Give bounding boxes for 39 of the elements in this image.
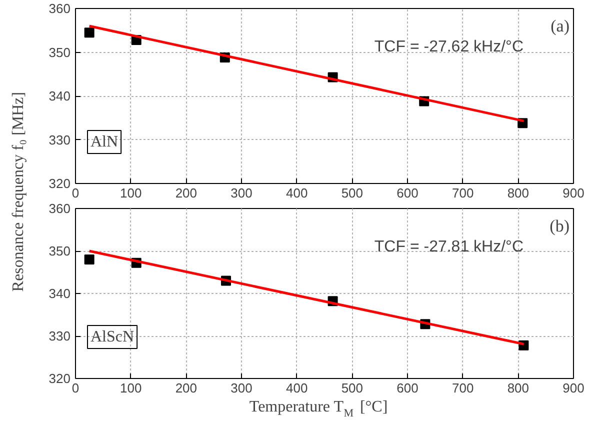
y-axis-title: Resonance frequency f₀ [MHz] [10,92,27,292]
x-tick-label: 800 [507,380,530,396]
x-tick-label: 100 [120,380,142,396]
x-tick-label: 600 [396,380,418,396]
x-tick-label: 800 [507,186,530,200]
annotation: (a) [550,16,570,36]
x-tick-label: 100 [120,186,142,200]
x-tick-label: 300 [230,186,252,200]
annotation: TCF = -27.81 kHz/°C [374,238,524,256]
y-tick-label: 320 [48,176,71,191]
y-tick-label: 320 [48,371,71,386]
annotation: (b) [550,216,570,236]
annotation: AlScN [90,328,134,346]
point [84,254,94,264]
x-tick-label: 600 [396,186,418,200]
y-tick-label: 330 [48,328,71,344]
x-tick-label: 900 [562,380,584,396]
x-tick-label: 400 [286,380,308,396]
x-tick-label: 200 [175,380,198,396]
x-tick-label: 300 [230,380,252,396]
y-tick-label: 360 [48,1,71,16]
x-tick-label: 500 [341,380,364,396]
x-tick-label: 0 [72,186,80,200]
x-tick-label: 700 [452,186,474,200]
y-tick-label: 340 [48,286,71,301]
x-tick-label: 900 [562,186,584,200]
x-tick-label: 400 [286,186,308,200]
annotation: AlN [90,134,118,150]
x-tick-label: 500 [341,186,364,200]
y-tick-label: 330 [48,132,71,148]
x-tick-label: 700 [452,380,474,396]
y-tick-label: 350 [48,44,71,60]
y-tick-label: 350 [48,244,71,258]
point [84,28,94,38]
y-tick-label: 340 [48,88,71,104]
y-tick-label: 360 [48,201,71,216]
annotation: TCF = -27.62 kHz/°C [374,38,524,56]
x-tick-label: 200 [175,186,198,200]
x-tick-label: 0 [72,380,80,396]
